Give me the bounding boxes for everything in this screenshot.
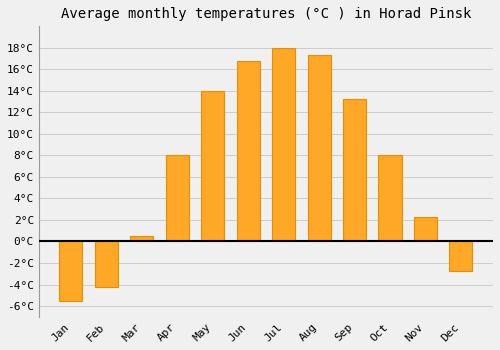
Bar: [272, 48, 295, 242]
Title: Average monthly temperatures (°C ) in Horad Pinsk: Average monthly temperatures (°C ) in Ho…: [60, 7, 471, 21]
Bar: [308, 55, 330, 241]
Bar: [450, 241, 472, 271]
Bar: [343, 99, 366, 242]
Bar: [166, 155, 189, 242]
Bar: [201, 91, 224, 241]
Bar: [378, 155, 402, 242]
Bar: [130, 236, 154, 242]
Bar: [60, 241, 82, 301]
Bar: [414, 217, 437, 242]
Bar: [95, 241, 118, 287]
Bar: [236, 61, 260, 241]
